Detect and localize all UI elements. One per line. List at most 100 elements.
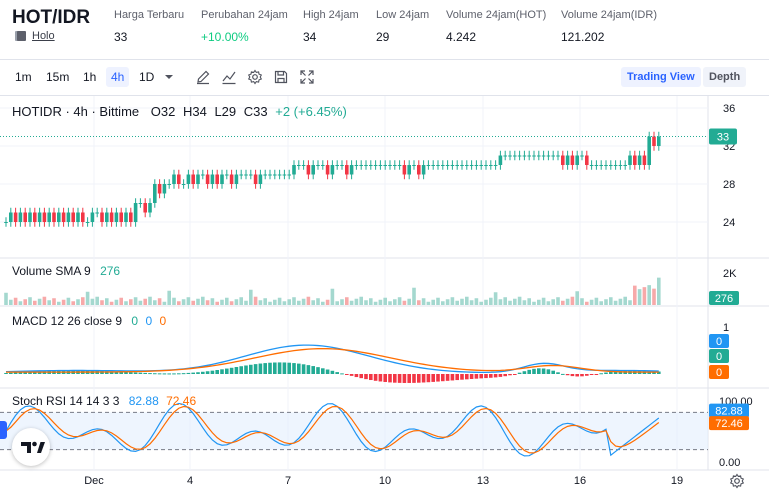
candle-body bbox=[647, 136, 651, 165]
indicator-icon[interactable] bbox=[221, 69, 237, 85]
volume-bar bbox=[489, 297, 493, 305]
candle-body bbox=[460, 165, 464, 166]
pen-icon[interactable] bbox=[195, 69, 211, 85]
candle-body bbox=[436, 165, 440, 166]
tab-depth[interactable]: Depth bbox=[703, 67, 747, 87]
volume-bar bbox=[388, 301, 392, 305]
chevron-down-icon[interactable] bbox=[163, 71, 175, 83]
candle-body bbox=[76, 212, 80, 222]
chart-settings-gear-icon[interactable] bbox=[729, 473, 745, 489]
stoch-tick-label: 0.00 bbox=[719, 457, 740, 469]
pair-title: HOT/IDR bbox=[12, 7, 91, 28]
volume-bar bbox=[426, 301, 431, 305]
volume-bar bbox=[225, 297, 229, 305]
candle-body bbox=[349, 165, 354, 175]
candle-body bbox=[133, 203, 138, 222]
macd-histogram-bar bbox=[124, 371, 128, 374]
macd-histogram-bar bbox=[268, 362, 272, 374]
volume-bar bbox=[186, 297, 191, 305]
price-chart[interactable]: Dec471013161936322824332K27610000100.000… bbox=[0, 96, 769, 495]
volume-bar bbox=[196, 298, 200, 305]
macd-histogram-bar bbox=[489, 374, 493, 378]
coin-name-link[interactable]: Holo bbox=[32, 30, 55, 42]
volume-bar bbox=[594, 297, 599, 305]
macd-histogram-bar bbox=[277, 362, 282, 374]
candle-body bbox=[561, 155, 565, 165]
volume-legend: Volume SMA 9 276 bbox=[12, 264, 120, 278]
candle-body bbox=[354, 165, 359, 166]
macd-histogram-bar bbox=[465, 374, 469, 380]
gear-icon[interactable] bbox=[247, 69, 263, 85]
stat-value: 34 bbox=[303, 30, 317, 44]
macd-histogram-bar bbox=[618, 371, 623, 374]
volume-bar bbox=[503, 297, 507, 305]
timeframe-15m[interactable]: 15m bbox=[46, 70, 70, 84]
macd-histogram-bar bbox=[393, 374, 397, 383]
volume-bar bbox=[205, 300, 210, 305]
candle-body bbox=[109, 212, 114, 222]
volume-bar bbox=[4, 292, 8, 305]
volume-bar bbox=[172, 297, 176, 305]
candle-body bbox=[167, 184, 171, 185]
candle-body bbox=[177, 174, 181, 184]
candle-body bbox=[71, 212, 75, 222]
volume-bar bbox=[244, 300, 248, 305]
price-tick-label: 28 bbox=[723, 179, 735, 191]
macd-histogram-bar bbox=[594, 374, 599, 375]
volume-bar bbox=[71, 301, 75, 305]
price-tick-label: 36 bbox=[723, 103, 735, 115]
candle-body bbox=[52, 212, 56, 222]
last-price-tag-label: 33 bbox=[717, 132, 729, 144]
macd-histogram-bar bbox=[114, 371, 119, 374]
candle-body bbox=[513, 155, 517, 157]
macd-histogram-bar bbox=[249, 364, 253, 374]
macd-histogram-bar bbox=[239, 366, 243, 374]
volume-bar bbox=[364, 300, 368, 305]
volume-bar bbox=[330, 288, 335, 305]
volume-bar bbox=[565, 298, 570, 305]
macd-histogram-bar bbox=[445, 374, 450, 381]
sidebar-toggle-tab[interactable] bbox=[0, 421, 7, 439]
candle-body bbox=[186, 174, 191, 184]
candle-body bbox=[37, 212, 42, 222]
timeframe-1m[interactable]: 1m bbox=[15, 70, 32, 84]
macd-histogram-bar bbox=[373, 374, 378, 381]
candle-body bbox=[493, 165, 498, 166]
macd-histogram-bar bbox=[599, 373, 603, 375]
macd-tag bbox=[709, 334, 729, 348]
macd-histogram-bar bbox=[537, 368, 541, 374]
volume-bar bbox=[316, 298, 320, 305]
macd-histogram-bar bbox=[498, 374, 503, 377]
macd-histogram-bar bbox=[570, 374, 575, 377]
candle-body bbox=[556, 155, 560, 157]
candle-body bbox=[234, 174, 239, 184]
save-icon[interactable] bbox=[273, 69, 289, 85]
candle-body bbox=[325, 165, 330, 175]
timeframe-4h[interactable]: 4h bbox=[106, 67, 130, 87]
macd-histogram-bar bbox=[321, 368, 325, 374]
timeframe-1h[interactable]: 1h bbox=[83, 70, 97, 84]
macd-histogram-bar bbox=[287, 362, 291, 374]
candle-body bbox=[225, 174, 229, 176]
macd-histogram-bar bbox=[205, 371, 210, 374]
stoch-series bbox=[5, 402, 660, 457]
tab-trading-view[interactable]: Trading View bbox=[621, 67, 701, 87]
volume-bar bbox=[580, 298, 584, 305]
fullscreen-icon[interactable] bbox=[299, 69, 315, 85]
volume-bar bbox=[52, 298, 56, 305]
candle-body bbox=[431, 165, 435, 166]
timeframe-1d[interactable]: 1D bbox=[139, 70, 155, 84]
candle-body bbox=[138, 203, 143, 204]
candle-body bbox=[508, 155, 512, 157]
chart-grid bbox=[0, 96, 769, 471]
ohlc-low: L29 bbox=[214, 104, 237, 119]
macd-histogram-bar bbox=[9, 372, 13, 374]
tradingview-logo[interactable] bbox=[12, 428, 50, 466]
candle-body bbox=[383, 165, 387, 166]
candle-body bbox=[594, 165, 599, 166]
candle-body bbox=[618, 165, 623, 166]
time-tick-label: 4 bbox=[187, 475, 193, 487]
volume-bar bbox=[589, 299, 594, 305]
volume-bar bbox=[37, 298, 42, 305]
macd-series bbox=[4, 344, 661, 383]
